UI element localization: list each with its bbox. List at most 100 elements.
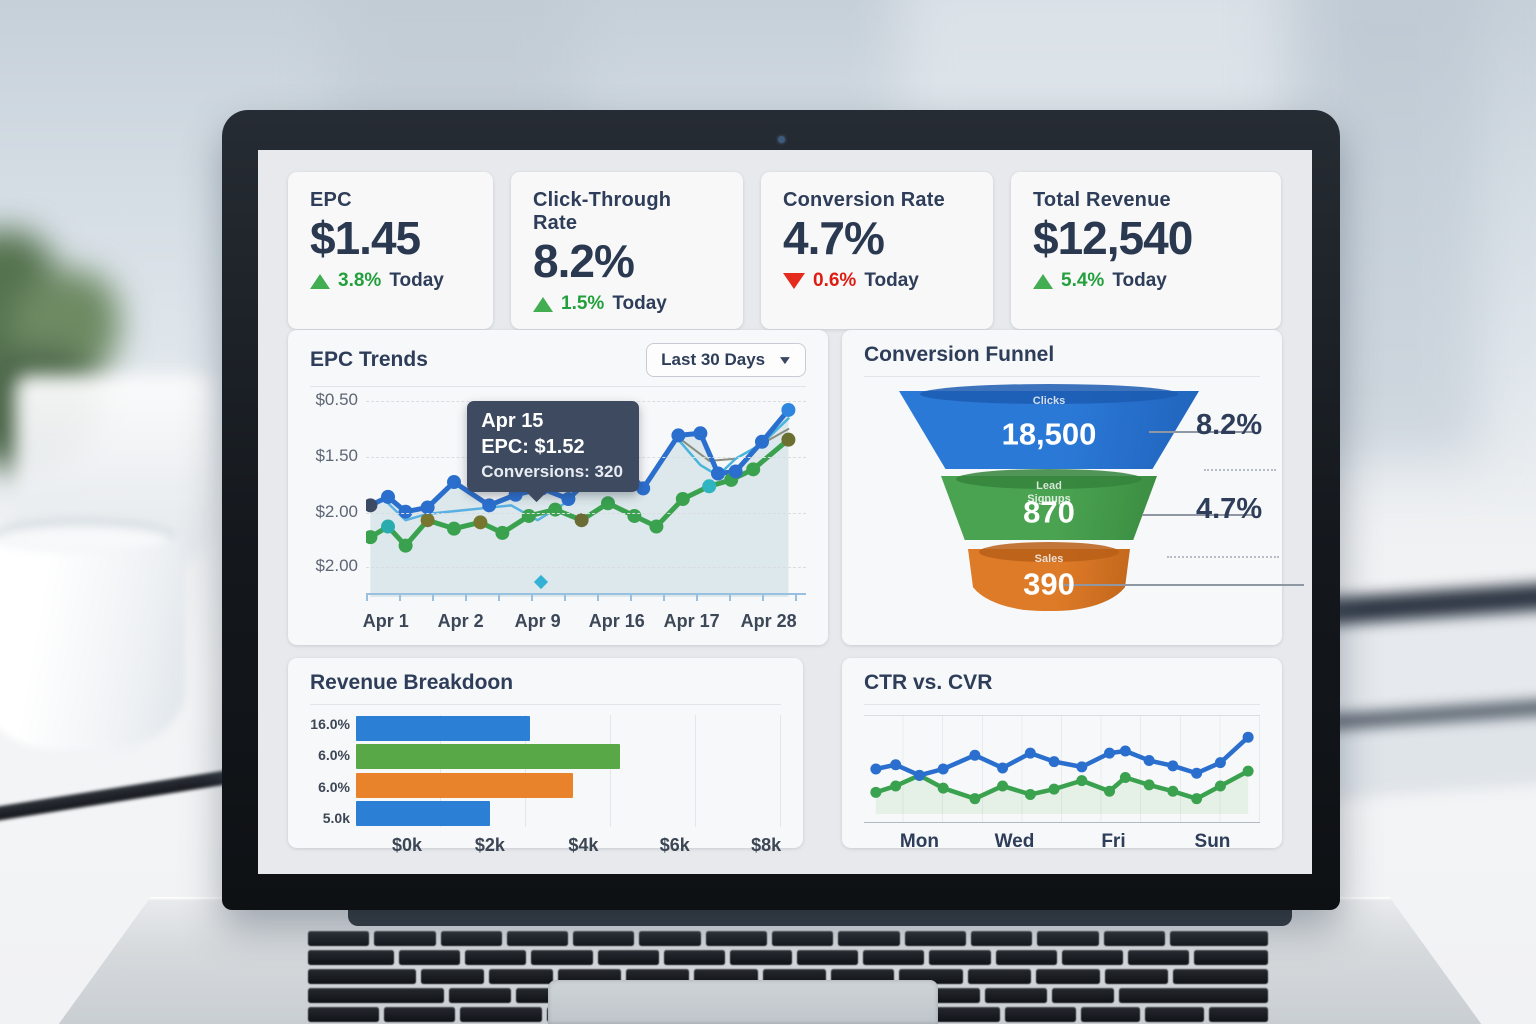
data-point: [890, 780, 902, 792]
x-tick-label: Apr 9: [514, 611, 561, 631]
kpi-card-ctr: Click-Through Rate 8.2% 1.5% Today: [511, 172, 743, 330]
keyboard-key: [929, 950, 991, 965]
revenue-bar: [356, 800, 490, 826]
keyboard-key: [308, 988, 445, 1003]
data-point: [649, 519, 664, 534]
kpi-title: Conversion Rate: [783, 189, 945, 211]
epc-chart: $0.50 $1.50 $2.00 $2.00 Apr 15 EPC: $1.52 C…: [310, 390, 806, 605]
keyboard-key: [730, 950, 792, 965]
epc-plot-area[interactable]: Apr 15 EPC: $1.52 Conversions: 320: [366, 393, 806, 605]
data-point: [675, 492, 690, 506]
data-point: [1024, 788, 1036, 800]
area-fill: [875, 771, 1249, 814]
data-point: [473, 515, 488, 530]
keyboard-key: [862, 950, 925, 965]
data-point: [1048, 756, 1060, 768]
keyboard-key: [1061, 950, 1124, 965]
kpi-value: 4.7%: [783, 212, 885, 264]
chart-tooltip: Apr 15 EPC: $1.52 Conversions: 320: [467, 401, 639, 503]
bar-category-label: 5.0k: [322, 809, 350, 826]
panel-title: Conversion Funnel: [864, 343, 1055, 366]
data-point: [671, 428, 686, 443]
revenue-bar-chart: 16.0% 6.0% 6.0% 5.0k: [310, 715, 781, 827]
data-point: [1076, 761, 1088, 773]
keyboard-key: [573, 931, 635, 946]
funnel-stage-label-text: Signups: [1027, 492, 1071, 505]
keyboard-key: [1169, 931, 1268, 946]
kpi-value: 8.2%: [533, 235, 635, 287]
gridline: [366, 566, 806, 568]
kpi-delta-row: 5.4% Today: [1033, 270, 1259, 292]
keyboard-key: [664, 950, 726, 965]
y-tick-label: $1.50: [315, 445, 358, 465]
chevron-down-icon: ▼: [776, 353, 794, 367]
x-tick-label: Apr 1: [362, 611, 409, 631]
keyboard-key: [308, 950, 394, 965]
y-axis: $0.50 $1.50 $2.00 $2.00: [310, 390, 366, 605]
x-tick-label: Apr 17: [663, 611, 720, 631]
y-tick-label: $2.00: [315, 555, 358, 575]
arrow-down-icon: [783, 273, 805, 290]
data-point: [381, 489, 395, 504]
keyboard-key: [374, 931, 436, 946]
arrow-up-icon: [1033, 273, 1053, 289]
funnel-callout-line: [1142, 514, 1254, 516]
data-point: [482, 498, 497, 513]
data-point: [1191, 793, 1203, 805]
tooltip-epc: EPC: $1.52: [481, 436, 585, 459]
data-point: [548, 502, 563, 517]
x-axis: Apr 1 Apr 2 Apr 9 Apr 16 Apr 17 Apr 28: [362, 605, 806, 633]
keyboard-key: [917, 1007, 1001, 1022]
kpi-delta-row: 0.6% Today: [783, 270, 971, 292]
revenue-bar: [356, 772, 573, 798]
keyboard-row: [308, 931, 1268, 946]
data-point: [1119, 745, 1131, 757]
funnel-stage-label-text: Clicks: [1032, 395, 1066, 407]
kpi-card-epc: EPC $1.45 3.8% Today: [288, 172, 493, 330]
data-point: [969, 793, 981, 805]
revenue-bar: [356, 716, 531, 741]
keyboard-key: [1128, 950, 1190, 965]
data-point: [447, 521, 461, 536]
mug-rim: [0, 519, 176, 553]
bar-category-label: 6.0%: [318, 747, 350, 764]
keyboard-key: [506, 931, 569, 946]
data-point: [398, 504, 413, 519]
data-point: [574, 513, 589, 528]
data-point: [870, 763, 882, 775]
keyboard-key: [1194, 950, 1268, 965]
dropdown-label: Last 30 Days: [661, 350, 766, 369]
arrow-up-icon: [310, 273, 330, 289]
keyboard-key: [308, 969, 416, 984]
data-point: [890, 759, 902, 771]
keyboard-key: [489, 969, 553, 984]
ctr-plot-area[interactable]: [864, 715, 1260, 823]
data-point: [398, 538, 413, 553]
keyboard-key: [1172, 969, 1268, 984]
panel-title: Revenue Breakdoon: [310, 671, 514, 694]
keyboard-key: [308, 931, 370, 946]
kpi-title: Click-Through Rate: [533, 189, 672, 234]
y-tick-label: $0.50: [315, 390, 358, 410]
keyboard-key: [440, 931, 502, 946]
funnel-stage-value: 870: [1023, 494, 1075, 530]
data-point: [561, 492, 576, 506]
data-point: [1119, 771, 1131, 783]
date-range-dropdown[interactable]: Last 30 Days ▼: [646, 343, 806, 377]
bar-plot-area[interactable]: [356, 715, 781, 827]
keyboard-key: [383, 1007, 455, 1022]
kpi-title: EPC: [310, 189, 352, 211]
keyboard-key: [772, 931, 834, 946]
funnel-dotted-line: [1204, 469, 1276, 471]
dashboard-screen: EPC $1.45 3.8% Today Click-Through Rate …: [258, 150, 1312, 874]
panel-title: CTR vs. CVR: [864, 671, 993, 694]
bar-category-label: 16.0%: [310, 716, 350, 732]
data-point: [420, 500, 435, 515]
data-point: [1191, 767, 1203, 779]
x-tick-label: $0k: [391, 835, 423, 855]
data-point: [1143, 779, 1155, 791]
data-point: [997, 780, 1009, 792]
data-point: [969, 749, 981, 761]
laptop-keyboard: [308, 931, 1268, 1022]
keyboard-key: [1145, 1007, 1204, 1022]
